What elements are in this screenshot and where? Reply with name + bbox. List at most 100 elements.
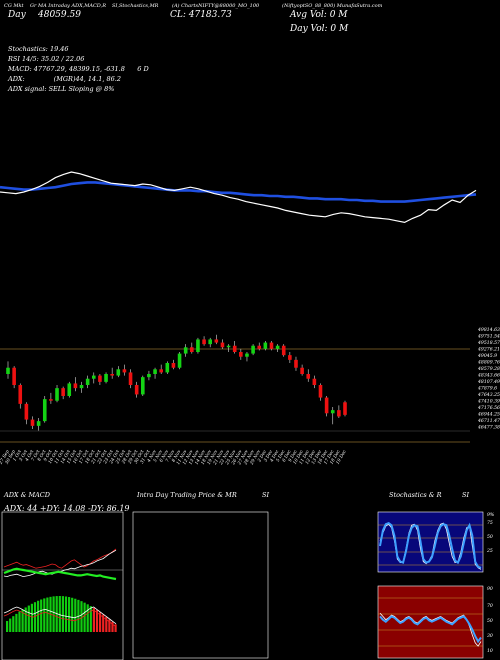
candle-body-43 xyxy=(269,342,274,349)
macd-bar-3 xyxy=(15,613,18,632)
candle-body-10 xyxy=(67,383,72,396)
candle-body-39 xyxy=(245,353,249,357)
macd-bar-13 xyxy=(46,597,49,632)
date-label-10: 14 Oct xyxy=(60,449,72,465)
price-tick-label-10: 47643.25 xyxy=(477,392,500,398)
adx-label: ADX: xyxy=(8,75,25,83)
price-tick-label-12: 47176.56 xyxy=(477,405,500,411)
macd-bar-6 xyxy=(24,607,27,632)
rsi-signal-line xyxy=(379,615,482,644)
stoch-panel-frame xyxy=(377,511,484,573)
candle-body-8 xyxy=(55,388,59,401)
header-source: (NiftyoptSO_88_800) MunafaSutra.com xyxy=(282,3,383,9)
macd-bar-24 xyxy=(80,601,83,632)
close-value: CL: 47183.73 xyxy=(170,10,232,20)
candle-body-52 xyxy=(324,397,329,414)
candle-body-49 xyxy=(306,374,311,379)
price-tick-label-6: 48579.28 xyxy=(477,366,500,372)
candle-body-9 xyxy=(61,388,65,396)
adx-panel-values: ADX: 44 +DY: 14.08 -DY: 86.19 xyxy=(4,504,130,513)
candle-body-50 xyxy=(312,378,317,385)
candle-body-48 xyxy=(300,367,304,374)
candle-body-55 xyxy=(343,402,347,415)
macd-bar-9 xyxy=(33,602,37,632)
adx-panel-frame xyxy=(1,511,124,660)
macd-bar-19 xyxy=(64,596,68,632)
candle-body-15 xyxy=(98,375,102,382)
date-label-43: 3 Dec xyxy=(263,449,274,463)
candle-body-54 xyxy=(337,410,341,417)
date-label-44: 4 Dec xyxy=(269,449,280,464)
candle-body-19 xyxy=(122,369,127,373)
candle-body-40 xyxy=(251,345,255,354)
date-label-14: 18 Oct xyxy=(85,449,97,465)
macd-bar-25 xyxy=(83,602,86,632)
header-symbol: (A) ChartsNIFTY@88000_MO_100 xyxy=(172,3,260,9)
candle-body-27 xyxy=(171,363,176,368)
price-tick-label-0: 49814.63 xyxy=(477,327,500,333)
main-chart: 49814.6349751.5449518.5749276.2149045.94… xyxy=(0,171,500,467)
adx-plus-di-line xyxy=(3,567,117,581)
candle-body-6 xyxy=(42,399,47,422)
adx-panel-title: ADX & MACD xyxy=(4,491,50,499)
candle-body-18 xyxy=(116,369,121,376)
macd-bar-27 xyxy=(89,606,92,632)
macd-suffix: 6 D xyxy=(137,65,149,73)
date-label-47: 9 Dec xyxy=(288,449,299,463)
candle-body-5 xyxy=(36,421,41,426)
adx-signal: ADX signal: SELL Sloping @ 8% xyxy=(8,85,115,93)
candle-body-51 xyxy=(318,385,323,398)
candle-body-45 xyxy=(281,345,286,356)
macd-bar-33 xyxy=(108,619,111,632)
header-indicators: Gr MA Intraday ADX,MACD,R xyxy=(30,3,106,9)
candle-body-0 xyxy=(6,367,10,374)
date-label-0: 27 Sep xyxy=(0,449,11,466)
date-label-46: 6 Dec xyxy=(282,449,293,463)
intraday-panel-frame xyxy=(132,511,269,659)
rsi-tick-4: 10 xyxy=(487,648,493,654)
header-chart-name: CG Mkt xyxy=(4,3,24,9)
macd-line xyxy=(3,606,117,625)
stoch-tick-2: 50 xyxy=(487,534,493,540)
candle-body-30 xyxy=(190,347,194,352)
macd-bar-28 xyxy=(92,608,95,632)
date-label-28: 8 Nov xyxy=(171,449,182,463)
candle-body-11 xyxy=(73,383,78,389)
price-line xyxy=(0,171,477,224)
macd-bar-34 xyxy=(111,621,114,632)
macd-bar-31 xyxy=(102,614,105,632)
price-tick-label-14: 46711.47 xyxy=(477,418,500,424)
date-label-26: 6 Nov xyxy=(159,449,170,463)
candle-body-1 xyxy=(12,367,16,385)
date-label-25: 5 Nov xyxy=(153,449,164,463)
macd-bar-0 xyxy=(6,621,9,632)
macd-bar-17 xyxy=(58,596,61,632)
macd-bar-30 xyxy=(99,612,102,632)
macd-bar-1 xyxy=(9,618,12,632)
macd-bar-26 xyxy=(86,604,89,632)
price-tick-label-11: 47410.39 xyxy=(477,399,500,405)
price-tick-label-3: 49276.21 xyxy=(477,347,500,353)
rsi-text: RSI 14/5: 35.02 / 22.06 xyxy=(8,55,85,63)
stoch-d-line xyxy=(379,521,482,569)
macd-bar-32 xyxy=(105,616,108,632)
avg-vol: Avg Vol: 0 M xyxy=(290,10,348,20)
candle-body-23 xyxy=(147,374,151,378)
candle-body-12 xyxy=(79,385,84,389)
candle-body-7 xyxy=(49,399,53,401)
rsi-tick-0: 90 xyxy=(487,586,493,592)
day-value: 48059.59 xyxy=(38,10,81,20)
candle-body-32 xyxy=(202,339,206,345)
date-label-42: 2 Dec xyxy=(257,449,268,464)
macd-text: MACD: 47767.29, 48399.15, -631.8 xyxy=(8,65,125,73)
open-value: Day xyxy=(8,10,26,20)
candle-body-33 xyxy=(208,339,212,345)
candle-body-35 xyxy=(220,342,225,348)
price-tick-label-9: 47879.6 xyxy=(477,386,497,392)
adx-values: (MGR)44, 14.1, 86.2 xyxy=(53,75,121,83)
candle-body-29 xyxy=(183,347,188,354)
candle-body-20 xyxy=(128,372,133,385)
date-label-11: 15 Oct xyxy=(66,449,78,465)
ma-line xyxy=(0,181,477,203)
bottom-panels: 9% 75 50 25 90 70 50 30 10 xyxy=(1,511,495,660)
